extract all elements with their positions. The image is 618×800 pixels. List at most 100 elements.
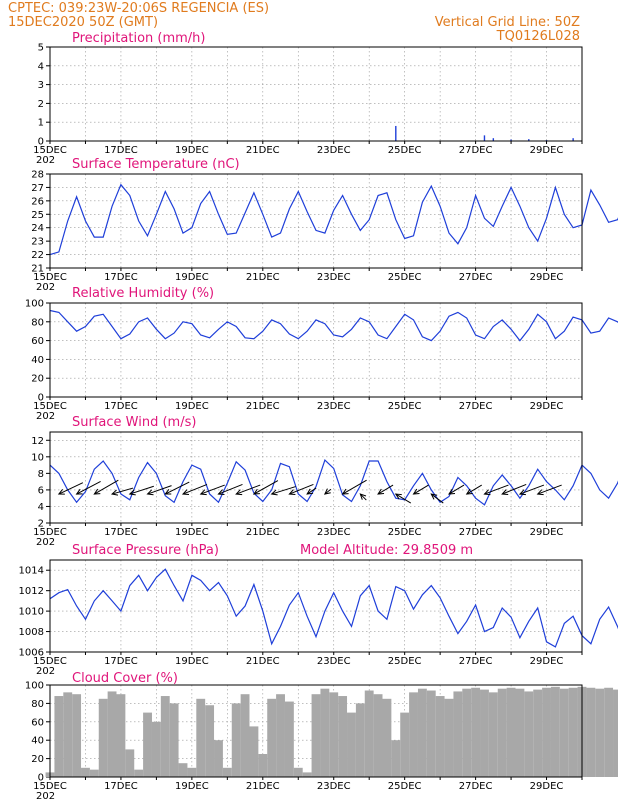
cloud-cover-bar (63, 692, 73, 777)
cloud-xtick-label: 25DEC (388, 781, 422, 792)
cloud-cover-bar (89, 769, 99, 777)
cloud-xtick-label: 23DEC (317, 781, 351, 792)
precipitation-ytick-label: 3 (38, 80, 44, 91)
cloud-xtick-label: 29DEC (530, 781, 564, 792)
temperature-xtick-label: 27DEC (459, 272, 493, 283)
wind-vector-head (75, 488, 83, 495)
cloud-ytick-label: 80 (31, 699, 44, 710)
pressure-xtick-label: 17DEC (104, 656, 138, 667)
wind-vector (342, 479, 367, 495)
cloud-ytick-label: 40 (31, 736, 44, 747)
cloud-ytick-label: 20 (31, 754, 44, 765)
temperature-xtick-label: 15DEC (33, 272, 67, 283)
temperature-xtick-label: 21DEC (246, 272, 280, 283)
cloud-cover-bar (488, 692, 498, 777)
humidity-xtick-label: 29DEC (530, 401, 564, 412)
wind-vector-head (164, 488, 172, 495)
wind-vector (466, 484, 482, 495)
wind-vector-head (323, 488, 331, 495)
cloud-cover-bar (284, 701, 294, 777)
humidity-ytick-label: 100 (25, 299, 44, 310)
wind-vector (289, 483, 314, 495)
wind-vector-head (501, 489, 509, 495)
precipitation-year-stub: 202 (36, 155, 55, 166)
cloud-cover-bar (276, 694, 285, 777)
wind-vector (200, 484, 225, 495)
cloud-cover-bar (338, 696, 348, 777)
pressure-ytick-label: 1006 (19, 648, 44, 659)
precipitation-ytick-label: 0 (38, 137, 44, 148)
temperature-ytick-label: 26 (31, 196, 44, 207)
wind-vector (324, 488, 332, 495)
pressure-altitude: Model Altitude: 29.8509 m (300, 543, 473, 558)
cloud-ytick-label: 60 (31, 717, 44, 728)
pressure-title: Surface Pressure (hPa) (72, 543, 219, 558)
wind-vector-head (483, 489, 491, 496)
wind-vector (236, 484, 261, 495)
wind-xtick-label: 21DEC (246, 527, 280, 538)
cloud-cover-bar (267, 698, 277, 777)
pressure-ytick-label: 1012 (19, 586, 44, 597)
pressure-xtick-label: 23DEC (317, 656, 351, 667)
cloud-cover-bar (231, 703, 241, 777)
pressure-xtick-label: 25DEC (388, 656, 422, 667)
cloud-cover-bar (143, 712, 152, 777)
cloud-cover-bar (409, 692, 418, 777)
cloud-cover-bar (373, 694, 383, 777)
wind-vector-head (57, 489, 65, 495)
humidity-frame (49, 302, 583, 398)
wind-ytick-label: 6 (38, 485, 44, 496)
cloud-cover-bar (205, 705, 215, 777)
wind-ytick-label: 4 (38, 502, 44, 513)
wind-title: Surface Wind (m/s) (72, 415, 196, 430)
wind-xtick-label: 17DEC (104, 527, 138, 538)
humidity-xtick-label: 25DEC (388, 401, 422, 412)
cloud-ytick-label: 100 (25, 681, 44, 692)
header-date: 15DEC2020 50Z (GMT) (8, 15, 158, 30)
cloud-cover-bar (559, 688, 569, 777)
cloud-cover-bar (613, 689, 618, 777)
cloud-cover-bar (81, 767, 90, 777)
pressure-xtick-label: 15DEC (33, 656, 67, 667)
wind-vector (94, 479, 119, 495)
temperature-ytick-label: 23 (31, 237, 44, 248)
humidity-ytick-label: 80 (31, 317, 44, 328)
pressure-xtick-label: 19DEC (175, 656, 209, 667)
cloud-cover-bar (293, 767, 303, 777)
cloud-cover-bar (54, 696, 64, 777)
pressure-frame (49, 559, 583, 653)
wind-ytick-label: 10 (31, 452, 44, 463)
cloud-cover-bar (222, 767, 232, 777)
wind-vector (111, 487, 134, 495)
wind-vector-head (377, 488, 385, 495)
cloud-cover-bar (462, 688, 472, 777)
temperature-ytick-label: 25 (31, 210, 44, 221)
wind-vector-head (448, 488, 456, 495)
cloud-cover-bar (347, 712, 356, 777)
precipitation-frame (49, 46, 583, 142)
cloud-cover-bar (178, 763, 188, 777)
wind-xtick-label: 19DEC (175, 527, 209, 538)
humidity-xtick-label: 21DEC (246, 401, 280, 412)
cloud-year-stub: 202 (36, 791, 55, 800)
pressure-xtick-label: 27DEC (459, 656, 493, 667)
wind-ytick-label: 8 (38, 469, 44, 480)
cloud-cover-bar (98, 698, 108, 777)
cloud-cover-bar (480, 689, 489, 777)
cloud-cover-bar (240, 694, 250, 777)
humidity-xtick-label: 19DEC (175, 401, 209, 412)
humidity-ytick-label: 60 (31, 336, 44, 347)
temperature-xtick-label: 19DEC (175, 272, 209, 283)
precipitation-xtick-label: 23DEC (317, 145, 351, 156)
cloud-xtick-label: 27DEC (459, 781, 493, 792)
humidity-xtick-label: 23DEC (317, 401, 351, 412)
precipitation-ytick-label: 1 (38, 118, 44, 129)
wind-vector-head (235, 489, 243, 496)
wind-vector (519, 484, 545, 495)
wind-vector-head (394, 493, 402, 500)
humidity-title: Relative Humidity (%) (72, 286, 214, 301)
precipitation-xtick-label: 27DEC (459, 145, 493, 156)
wind-vector (271, 486, 296, 495)
cloud-cover-bar (311, 694, 321, 777)
cloud-cover-bar (364, 690, 374, 777)
